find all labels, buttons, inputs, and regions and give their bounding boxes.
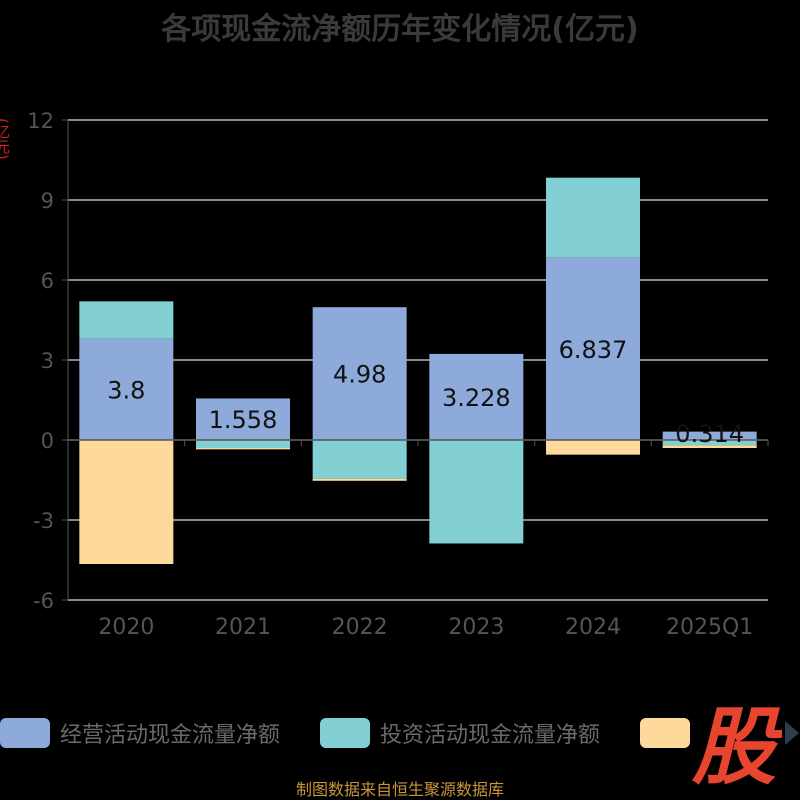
y-tick-label: 6 (41, 269, 54, 293)
bar-segment-2022-series-2[interactable] (312, 478, 407, 481)
axes (62, 119, 769, 601)
legend-swatch-operating (0, 718, 50, 748)
legend-item-investing-cashflow[interactable]: 投资活动现金流量净额 (320, 716, 600, 750)
chart-title: 各项现金流净额历年变化情况(亿元) (161, 12, 639, 47)
y-tick-label: -3 (33, 509, 54, 533)
y-tick-label: 9 (41, 189, 54, 213)
bar-segment-2023-series-1[interactable] (429, 440, 524, 544)
legend-item-financing-cashflow[interactable] (640, 716, 700, 750)
bar-segment-2020-series-0[interactable] (79, 338, 174, 440)
logo-glyph: 股 (691, 698, 782, 788)
bar-segment-2021-series-0[interactable] (196, 398, 290, 440)
x-tick-label: 2024 (565, 615, 621, 640)
y-tick-label: 0 (41, 429, 54, 453)
bar-segment-2023-series-0[interactable] (429, 353, 524, 440)
grid-lines (68, 119, 768, 601)
y-tick-label: 3 (41, 349, 54, 373)
x-tick-label: 2020 (98, 615, 154, 640)
bar-segment-2024-series-0[interactable] (546, 257, 640, 440)
bar-segment-2025Q1-series-1[interactable] (662, 440, 757, 446)
legend-label-investing: 投资活动现金流量净额 (380, 723, 601, 748)
x-tick-label: 2021 (215, 615, 271, 640)
brand-logo: 股 (691, 698, 782, 788)
bar-segment-2020-series-2[interactable] (79, 440, 174, 564)
bars (79, 177, 757, 564)
data-source-note: 制图数据来自恒生聚源数据库 (295, 780, 504, 799)
bar-segment-2024-series-1[interactable] (546, 177, 640, 258)
data-label: 6.837 (559, 336, 628, 364)
legend-next-page-arrow-icon[interactable] (783, 718, 800, 748)
data-label: 1.558 (209, 406, 278, 434)
cashflow-stacked-bar-chart: 12 9 6 3 0 -3 -6 2020 3.8 2021 1.558 2022 4.98 2023 3.… (27, 109, 769, 640)
bar-segment-2025Q1-series-2[interactable] (662, 445, 757, 448)
y-tick-label: 12 (27, 109, 54, 133)
labels: 12 9 6 3 0 -3 -6 2020 3.8 2021 1.558 2022 4.98 2023 3.… (27, 109, 753, 640)
legend-swatch-investing (320, 718, 370, 748)
x-tick-label: 2023 (448, 615, 504, 640)
x-tick-label: 2025Q1 (666, 615, 753, 640)
bar-segment-2022-series-0[interactable] (312, 307, 407, 440)
bar-segment-2022-series-1[interactable] (312, 440, 407, 479)
bar-segment-2021-series-1[interactable] (196, 440, 290, 448)
data-label: 0.314 (675, 420, 744, 448)
legend-item-operating-cashflow[interactable]: 经营活动现金流量净额 (0, 716, 280, 750)
bar-segment-2025Q1-series-0[interactable] (662, 431, 757, 440)
bar-segment-2020-series-1[interactable] (79, 301, 174, 339)
y-axis-unit-label: (亿元) (0, 118, 11, 160)
data-label: 3.8 (107, 376, 145, 404)
x-tick-label: 2022 (332, 615, 388, 640)
legend-swatch-financing (640, 718, 690, 748)
data-label: 4.98 (333, 361, 386, 389)
data-label: 3.228 (442, 384, 511, 412)
legend-label-operating: 经营活动现金流量净额 (60, 723, 281, 748)
bar-segment-2021-series-2[interactable] (196, 448, 290, 450)
bar-segment-2024-series-2[interactable] (546, 440, 640, 455)
y-tick-label: -6 (33, 589, 54, 613)
